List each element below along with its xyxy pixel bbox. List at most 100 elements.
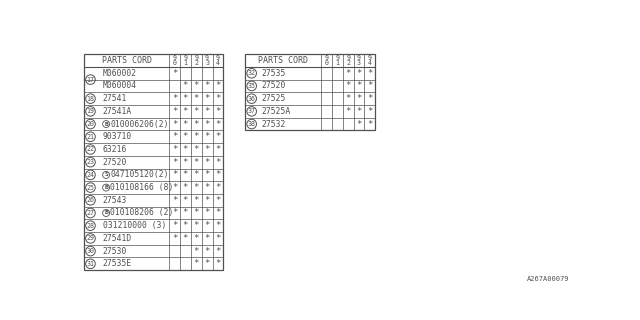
Text: *: * (193, 247, 199, 256)
Text: *: * (172, 196, 177, 205)
Text: *: * (182, 107, 188, 116)
Text: 38: 38 (248, 121, 255, 127)
Text: 9
4: 9 4 (216, 55, 220, 66)
Text: 20: 20 (86, 121, 95, 127)
Text: 29: 29 (86, 236, 95, 241)
Text: 31: 31 (86, 261, 95, 267)
Text: *: * (172, 158, 177, 167)
Text: *: * (193, 145, 199, 154)
Text: 36: 36 (248, 96, 255, 102)
Text: *: * (172, 170, 177, 180)
Text: *: * (367, 82, 372, 91)
Text: 23: 23 (86, 159, 95, 165)
Text: 27535: 27535 (262, 69, 286, 78)
Text: 27541A: 27541A (102, 107, 132, 116)
Text: *: * (204, 170, 210, 180)
Text: *: * (204, 221, 210, 230)
Text: *: * (204, 183, 210, 192)
Text: *: * (356, 69, 362, 78)
Text: *: * (182, 221, 188, 230)
Text: *: * (356, 82, 362, 91)
Text: 19: 19 (86, 108, 95, 114)
Text: *: * (346, 94, 351, 103)
Text: PARTS CORD: PARTS CORD (102, 56, 152, 65)
Text: 22: 22 (86, 147, 95, 152)
Text: 37: 37 (248, 108, 255, 114)
Text: *: * (204, 209, 210, 218)
Text: 27520: 27520 (102, 158, 127, 167)
Text: *: * (182, 145, 188, 154)
Text: 9
1: 9 1 (184, 55, 188, 66)
Text: *: * (204, 94, 210, 103)
Text: *: * (215, 94, 221, 103)
Text: M060002: M060002 (102, 69, 137, 78)
Text: *: * (215, 196, 221, 205)
Text: *: * (172, 209, 177, 218)
Text: *: * (172, 69, 177, 78)
Text: 9
2: 9 2 (195, 55, 198, 66)
Text: *: * (182, 170, 188, 180)
Text: 9
2: 9 2 (346, 55, 350, 66)
Text: *: * (204, 132, 210, 141)
Text: *: * (193, 158, 199, 167)
Text: *: * (215, 183, 221, 192)
Text: *: * (172, 183, 177, 192)
Text: *: * (182, 234, 188, 243)
Text: *: * (172, 145, 177, 154)
Text: *: * (215, 247, 221, 256)
Text: *: * (204, 120, 210, 129)
Text: 63216: 63216 (102, 145, 127, 154)
Text: *: * (367, 94, 372, 103)
Text: 35: 35 (248, 83, 255, 89)
Text: 27: 27 (86, 210, 95, 216)
Text: *: * (172, 94, 177, 103)
Text: *: * (204, 82, 210, 91)
Text: *: * (182, 94, 188, 103)
Text: 27541D: 27541D (102, 234, 132, 243)
Text: B: B (104, 211, 108, 215)
Text: 903710: 903710 (102, 132, 132, 141)
Text: *: * (204, 259, 210, 268)
Text: *: * (172, 132, 177, 141)
Text: *: * (193, 196, 199, 205)
Text: *: * (346, 69, 351, 78)
Text: S: S (104, 172, 108, 177)
Text: *: * (204, 234, 210, 243)
Text: *: * (193, 221, 199, 230)
Text: *: * (204, 247, 210, 256)
Text: *: * (356, 107, 362, 116)
Text: *: * (193, 259, 199, 268)
Text: *: * (193, 209, 199, 218)
Text: B: B (104, 185, 108, 190)
Text: *: * (193, 94, 199, 103)
Text: *: * (367, 107, 372, 116)
Text: *: * (356, 94, 362, 103)
Text: 27543: 27543 (102, 196, 127, 205)
Text: 9
4: 9 4 (368, 55, 372, 66)
Text: *: * (215, 234, 221, 243)
Text: 9
0: 9 0 (324, 55, 328, 66)
Text: *: * (172, 107, 177, 116)
Text: *: * (182, 82, 188, 91)
Text: 17: 17 (86, 76, 95, 83)
Text: *: * (215, 221, 221, 230)
Text: *: * (193, 82, 199, 91)
Text: 010108166 (8): 010108166 (8) (110, 183, 173, 192)
Text: *: * (172, 221, 177, 230)
Text: 9
3: 9 3 (357, 55, 361, 66)
Text: *: * (182, 209, 188, 218)
Text: 30: 30 (86, 248, 95, 254)
Text: *: * (182, 183, 188, 192)
Text: *: * (215, 120, 221, 129)
Text: *: * (193, 183, 199, 192)
Text: *: * (204, 107, 210, 116)
Text: *: * (193, 120, 199, 129)
Text: 9
1: 9 1 (335, 55, 339, 66)
Bar (84, 54, 223, 270)
Text: 27532: 27532 (262, 120, 286, 129)
Text: *: * (346, 82, 351, 91)
Text: *: * (367, 69, 372, 78)
Text: *: * (193, 132, 199, 141)
Text: *: * (204, 158, 210, 167)
Text: *: * (182, 120, 188, 129)
